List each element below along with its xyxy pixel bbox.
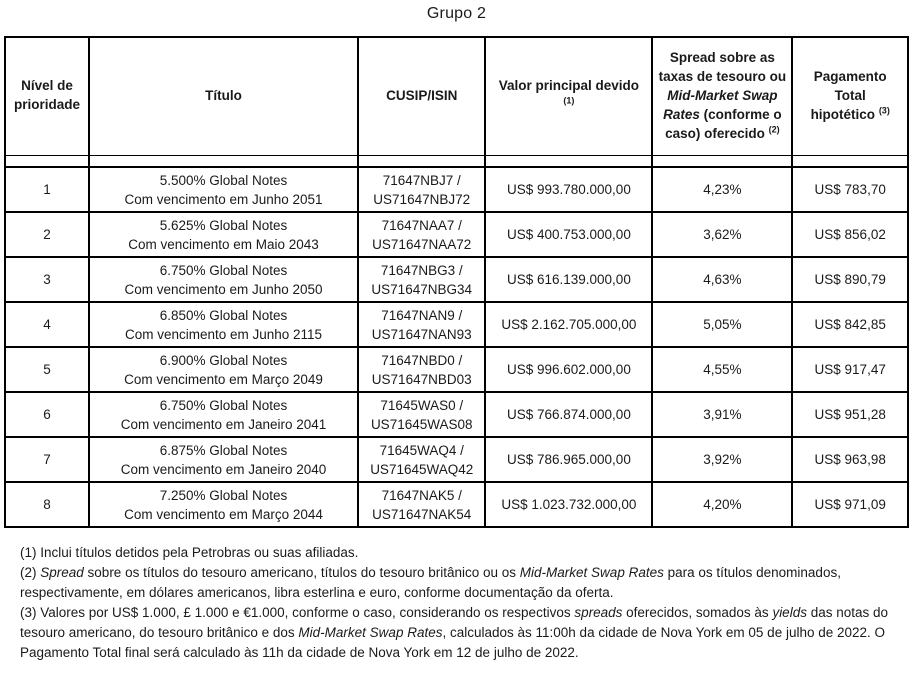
cell-principal: US$ 616.139.000,00 <box>484 256 654 303</box>
cell-cusip-isin: 71647NAN9 / US71647NAN93 <box>357 301 487 348</box>
cell-cusip-isin: 71647NAA7 / US71647NAA72 <box>357 211 487 258</box>
cell-title: 6.875% Global Notes Com vencimento em Ja… <box>87 436 360 483</box>
cell-spread: 3,62% <box>651 211 794 258</box>
cell-principal: US$ 996.602.000,00 <box>484 346 654 393</box>
header-title: Título <box>87 36 360 168</box>
table-row: 3 6.750% Global Notes Com vencimento em … <box>4 256 909 303</box>
cell-priority: 4 <box>4 301 90 348</box>
cell-spread: 4,55% <box>651 346 794 393</box>
cell-principal: US$ 400.753.000,00 <box>484 211 654 258</box>
cell-payment: US$ 917,47 <box>791 346 909 393</box>
cell-spread: 4,23% <box>651 166 794 213</box>
cell-spread: 3,91% <box>651 391 794 438</box>
cell-title: 7.250% Global Notes Com vencimento em Ma… <box>87 481 360 528</box>
cell-cusip-isin: 71647NBD0 / US71647NBD03 <box>357 346 487 393</box>
page-title: Grupo 2 <box>426 5 487 22</box>
cell-principal: US$ 1.023.732.000,00 <box>484 481 654 528</box>
cell-priority: 3 <box>4 256 90 303</box>
cell-title: 6.900% Global Notes Com vencimento em Ma… <box>87 346 360 393</box>
cell-title: 6.750% Global Notes Com vencimento em Ja… <box>87 391 360 438</box>
cell-priority: 2 <box>4 211 90 258</box>
cell-payment: US$ 971,09 <box>791 481 909 528</box>
cell-cusip-isin: 71645WAQ4 / US71645WAQ42 <box>357 436 487 483</box>
footnotes: (1) Inclui títulos detidos pela Petrobra… <box>20 543 891 663</box>
header-payment: Pagamento Total hipotético (3) <box>791 36 909 168</box>
cell-principal: US$ 993.780.000,00 <box>484 166 654 213</box>
cell-cusip-isin: 71647NBG3 / US71647NBG34 <box>357 256 487 303</box>
cell-spread: 4,20% <box>651 481 794 528</box>
cell-spread: 5,05% <box>651 301 794 348</box>
table-row: 7 6.875% Global Notes Com vencimento em … <box>4 436 909 483</box>
cell-cusip-isin: 71647NAK5 / US71647NAK54 <box>357 481 487 528</box>
cell-priority: 6 <box>4 391 90 438</box>
cell-spread: 3,92% <box>651 436 794 483</box>
cell-cusip-isin: 71647NBJ7 / US71647NBJ72 <box>357 166 487 213</box>
header-principal: Valor principal devido (1) <box>484 36 654 168</box>
cell-principal: US$ 766.874.000,00 <box>484 391 654 438</box>
footnote-2: (2) Spread sobre os títulos do tesouro a… <box>20 565 841 600</box>
notes-table: Nível de prioridade Título CUSIP/ISIN Va… <box>4 36 909 528</box>
table-row: 4 6.850% Global Notes Com vencimento em … <box>4 301 909 348</box>
cell-principal: US$ 786.965.000,00 <box>484 436 654 483</box>
cell-payment: US$ 783,70 <box>791 166 909 213</box>
cell-priority: 1 <box>4 166 90 213</box>
header-priority: Nível de prioridade <box>4 36 90 168</box>
table-body: 1 5.500% Global Notes Com vencimento em … <box>4 166 909 528</box>
cell-cusip-isin: 71645WAS0 / US71645WAS08 <box>357 391 487 438</box>
table-row: 2 5.625% Global Notes Com vencimento em … <box>4 211 909 258</box>
cell-title: 5.625% Global Notes Com vencimento em Ma… <box>87 211 360 258</box>
cell-title: 5.500% Global Notes Com vencimento em Ju… <box>87 166 360 213</box>
table-row: 6 6.750% Global Notes Com vencimento em … <box>4 391 909 438</box>
cell-priority: 8 <box>4 481 90 528</box>
cell-priority: 7 <box>4 436 90 483</box>
header-spread: Spread sobre as taxas de tesouro ou Mid-… <box>651 36 794 168</box>
table-row: 1 5.500% Global Notes Com vencimento em … <box>4 166 909 213</box>
footnote-1: (1) Inclui títulos detidos pela Petrobra… <box>20 545 359 560</box>
cell-title: 6.750% Global Notes Com vencimento em Ju… <box>87 256 360 303</box>
cell-payment: US$ 856,02 <box>791 211 909 258</box>
table-header-row: Nível de prioridade Título CUSIP/ISIN Va… <box>4 36 909 168</box>
footnote-3: (3) Valores por US$ 1.000, £ 1.000 e €1.… <box>20 605 889 660</box>
cell-payment: US$ 963,98 <box>791 436 909 483</box>
cell-payment: US$ 890,79 <box>791 256 909 303</box>
header-cusip-isin: CUSIP/ISIN <box>357 36 487 168</box>
cell-title: 6.850% Global Notes Com vencimento em Ju… <box>87 301 360 348</box>
cell-spread: 4,63% <box>651 256 794 303</box>
cell-payment: US$ 951,28 <box>791 391 909 438</box>
cell-priority: 5 <box>4 346 90 393</box>
cell-principal: US$ 2.162.705.000,00 <box>484 301 654 348</box>
table-row: 8 7.250% Global Notes Com vencimento em … <box>4 481 909 528</box>
cell-payment: US$ 842,85 <box>791 301 909 348</box>
table-row: 5 6.900% Global Notes Com vencimento em … <box>4 346 909 393</box>
